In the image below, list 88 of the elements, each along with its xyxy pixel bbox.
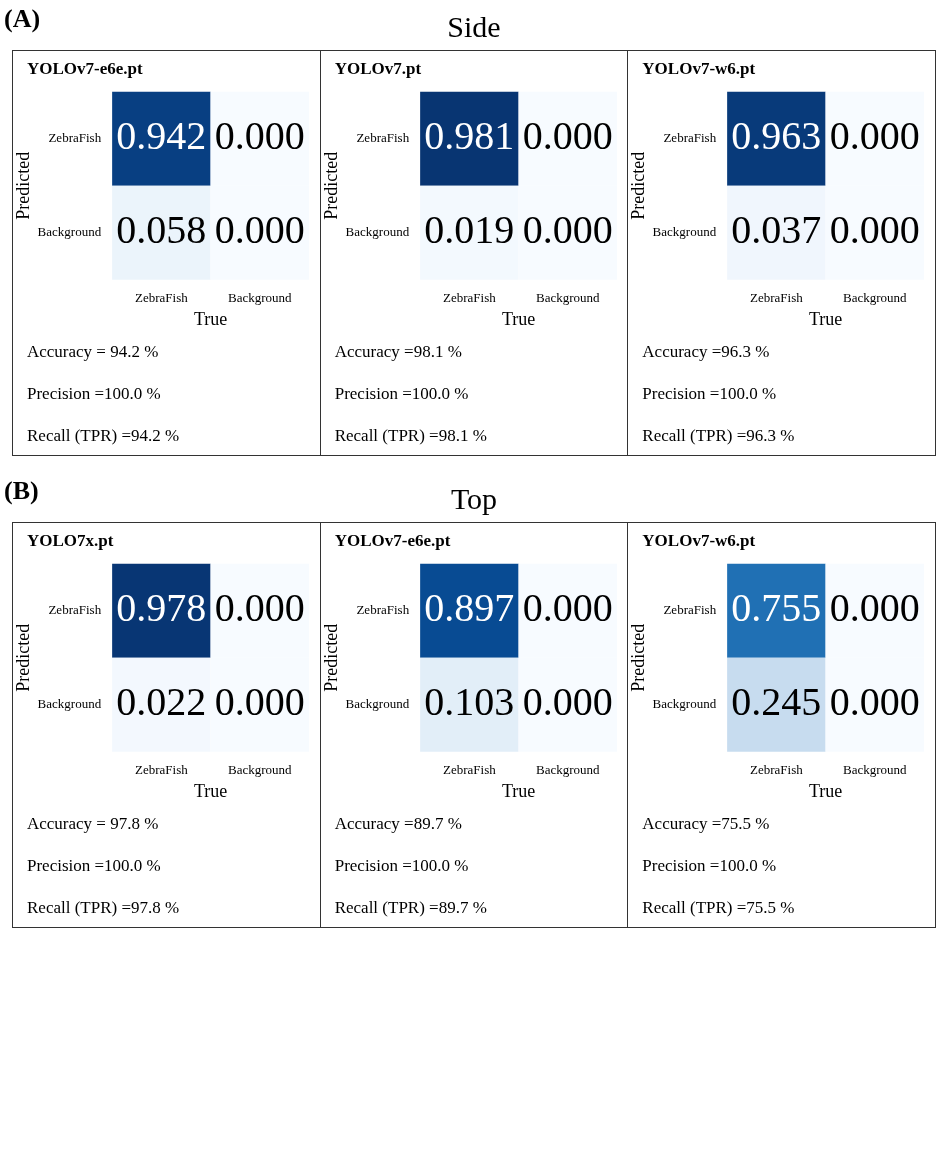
data-label: 0.755 [731, 585, 822, 631]
x-axis-title: True [501, 780, 535, 801]
y-tick-label: Background [652, 224, 717, 240]
data-label: 0.897 [424, 585, 515, 631]
x-tick-label: Background [535, 762, 600, 778]
data-label: 0.103 [424, 679, 515, 725]
chart-title: YOLOv7-e6e.pt [334, 531, 452, 552]
data-label: 0.963 [731, 113, 822, 159]
text: Precision =100.0 % [334, 383, 470, 405]
data-label: 0.037 [731, 207, 822, 253]
x-tick-label: Background [228, 290, 293, 306]
y-axis-title: Predicted [627, 151, 648, 220]
data-label: 0.019 [424, 207, 515, 253]
x-tick-label: Background [228, 762, 293, 778]
data-label: 0.000 [830, 679, 921, 725]
text: Precision =100.0 % [27, 383, 162, 405]
text: Recall (TPR) =98.1 % [334, 425, 488, 447]
y-tick-label: ZebraFish [356, 130, 410, 146]
text: Recall (TPR) =94.2 % [27, 425, 181, 447]
text: Accuracy =96.3 % [642, 341, 771, 363]
y-tick-label: ZebraFish [663, 602, 717, 618]
data-label: 0.022 [116, 679, 207, 725]
x-axis-title: True [193, 780, 228, 801]
text: Accuracy = 97.8 % [27, 813, 160, 835]
y-tick-label: Background [37, 696, 102, 712]
x-tick-label: ZebraFish [135, 290, 189, 306]
data-label: 0.000 [214, 113, 305, 159]
y-axis-title: Predicted [12, 623, 33, 692]
y-tick-label: ZebraFish [663, 130, 717, 146]
x-axis-title: True [193, 308, 228, 329]
chart-title: YOLOv7.pt [334, 59, 423, 80]
data-label: 0.000 [214, 207, 305, 253]
data-label: 0.000 [522, 207, 613, 253]
x-tick-label: ZebraFish [750, 290, 804, 306]
chart-title: YOLO7x.pt [27, 531, 115, 552]
text: Precision =100.0 % [27, 855, 162, 877]
text: Recall (TPR) =89.7 % [334, 897, 488, 919]
x-tick-label: ZebraFish [135, 762, 189, 778]
text: Accuracy =89.7 % [334, 813, 463, 835]
data-label: 0.245 [731, 679, 822, 725]
text: Recall (TPR) =75.5 % [642, 897, 796, 919]
text: Side [447, 10, 501, 43]
data-label: 0.000 [214, 585, 305, 631]
text: Top [450, 482, 498, 515]
x-tick-label: ZebraFish [442, 290, 496, 306]
text: (B) [4, 476, 39, 506]
y-tick-label: Background [37, 224, 102, 240]
text: Recall (TPR) =97.8 % [27, 897, 181, 919]
text: Accuracy = 94.2 % [27, 341, 160, 363]
data-label: 0.000 [830, 113, 921, 159]
x-tick-label: Background [535, 290, 600, 306]
y-tick-label: ZebraFish [356, 602, 410, 618]
chart-title: YOLOv7-e6e.pt [27, 59, 144, 80]
data-label: 0.000 [830, 207, 921, 253]
x-axis-title: True [809, 308, 843, 329]
data-label: 0.000 [522, 679, 613, 725]
x-tick-label: ZebraFish [442, 762, 496, 778]
text: Precision =100.0 % [642, 855, 778, 877]
y-tick-label: ZebraFish [48, 130, 102, 146]
data-label: 0.058 [116, 207, 207, 253]
y-tick-label: Background [652, 696, 717, 712]
chart-title: YOLOv7-w6.pt [642, 59, 757, 80]
text: Recall (TPR) =96.3 % [642, 425, 796, 447]
text: (A) [4, 4, 41, 34]
text: Precision =100.0 % [334, 855, 470, 877]
text: Precision =100.0 % [642, 383, 778, 405]
x-tick-label: Background [843, 290, 908, 306]
x-axis-title: True [809, 780, 843, 801]
chart-title: YOLOv7-w6.pt [642, 531, 757, 552]
data-label: 0.000 [830, 585, 921, 631]
data-label: 0.981 [424, 113, 515, 159]
y-axis-title: Predicted [320, 151, 341, 220]
data-label: 0.978 [116, 585, 207, 631]
text: Accuracy =98.1 % [334, 341, 463, 363]
y-tick-label: ZebraFish [48, 602, 102, 618]
x-axis-title: True [501, 308, 535, 329]
data-label: 0.000 [522, 113, 613, 159]
data-label: 0.000 [522, 585, 613, 631]
text: Accuracy =75.5 % [642, 813, 771, 835]
x-tick-label: Background [843, 762, 908, 778]
y-axis-title: Predicted [320, 623, 341, 692]
y-axis-title: Predicted [627, 623, 648, 692]
data-label: 0.942 [116, 113, 207, 159]
data-label: 0.000 [214, 679, 305, 725]
y-tick-label: Background [345, 224, 410, 240]
x-tick-label: ZebraFish [750, 762, 804, 778]
y-tick-label: Background [345, 696, 410, 712]
y-axis-title: Predicted [12, 151, 33, 220]
